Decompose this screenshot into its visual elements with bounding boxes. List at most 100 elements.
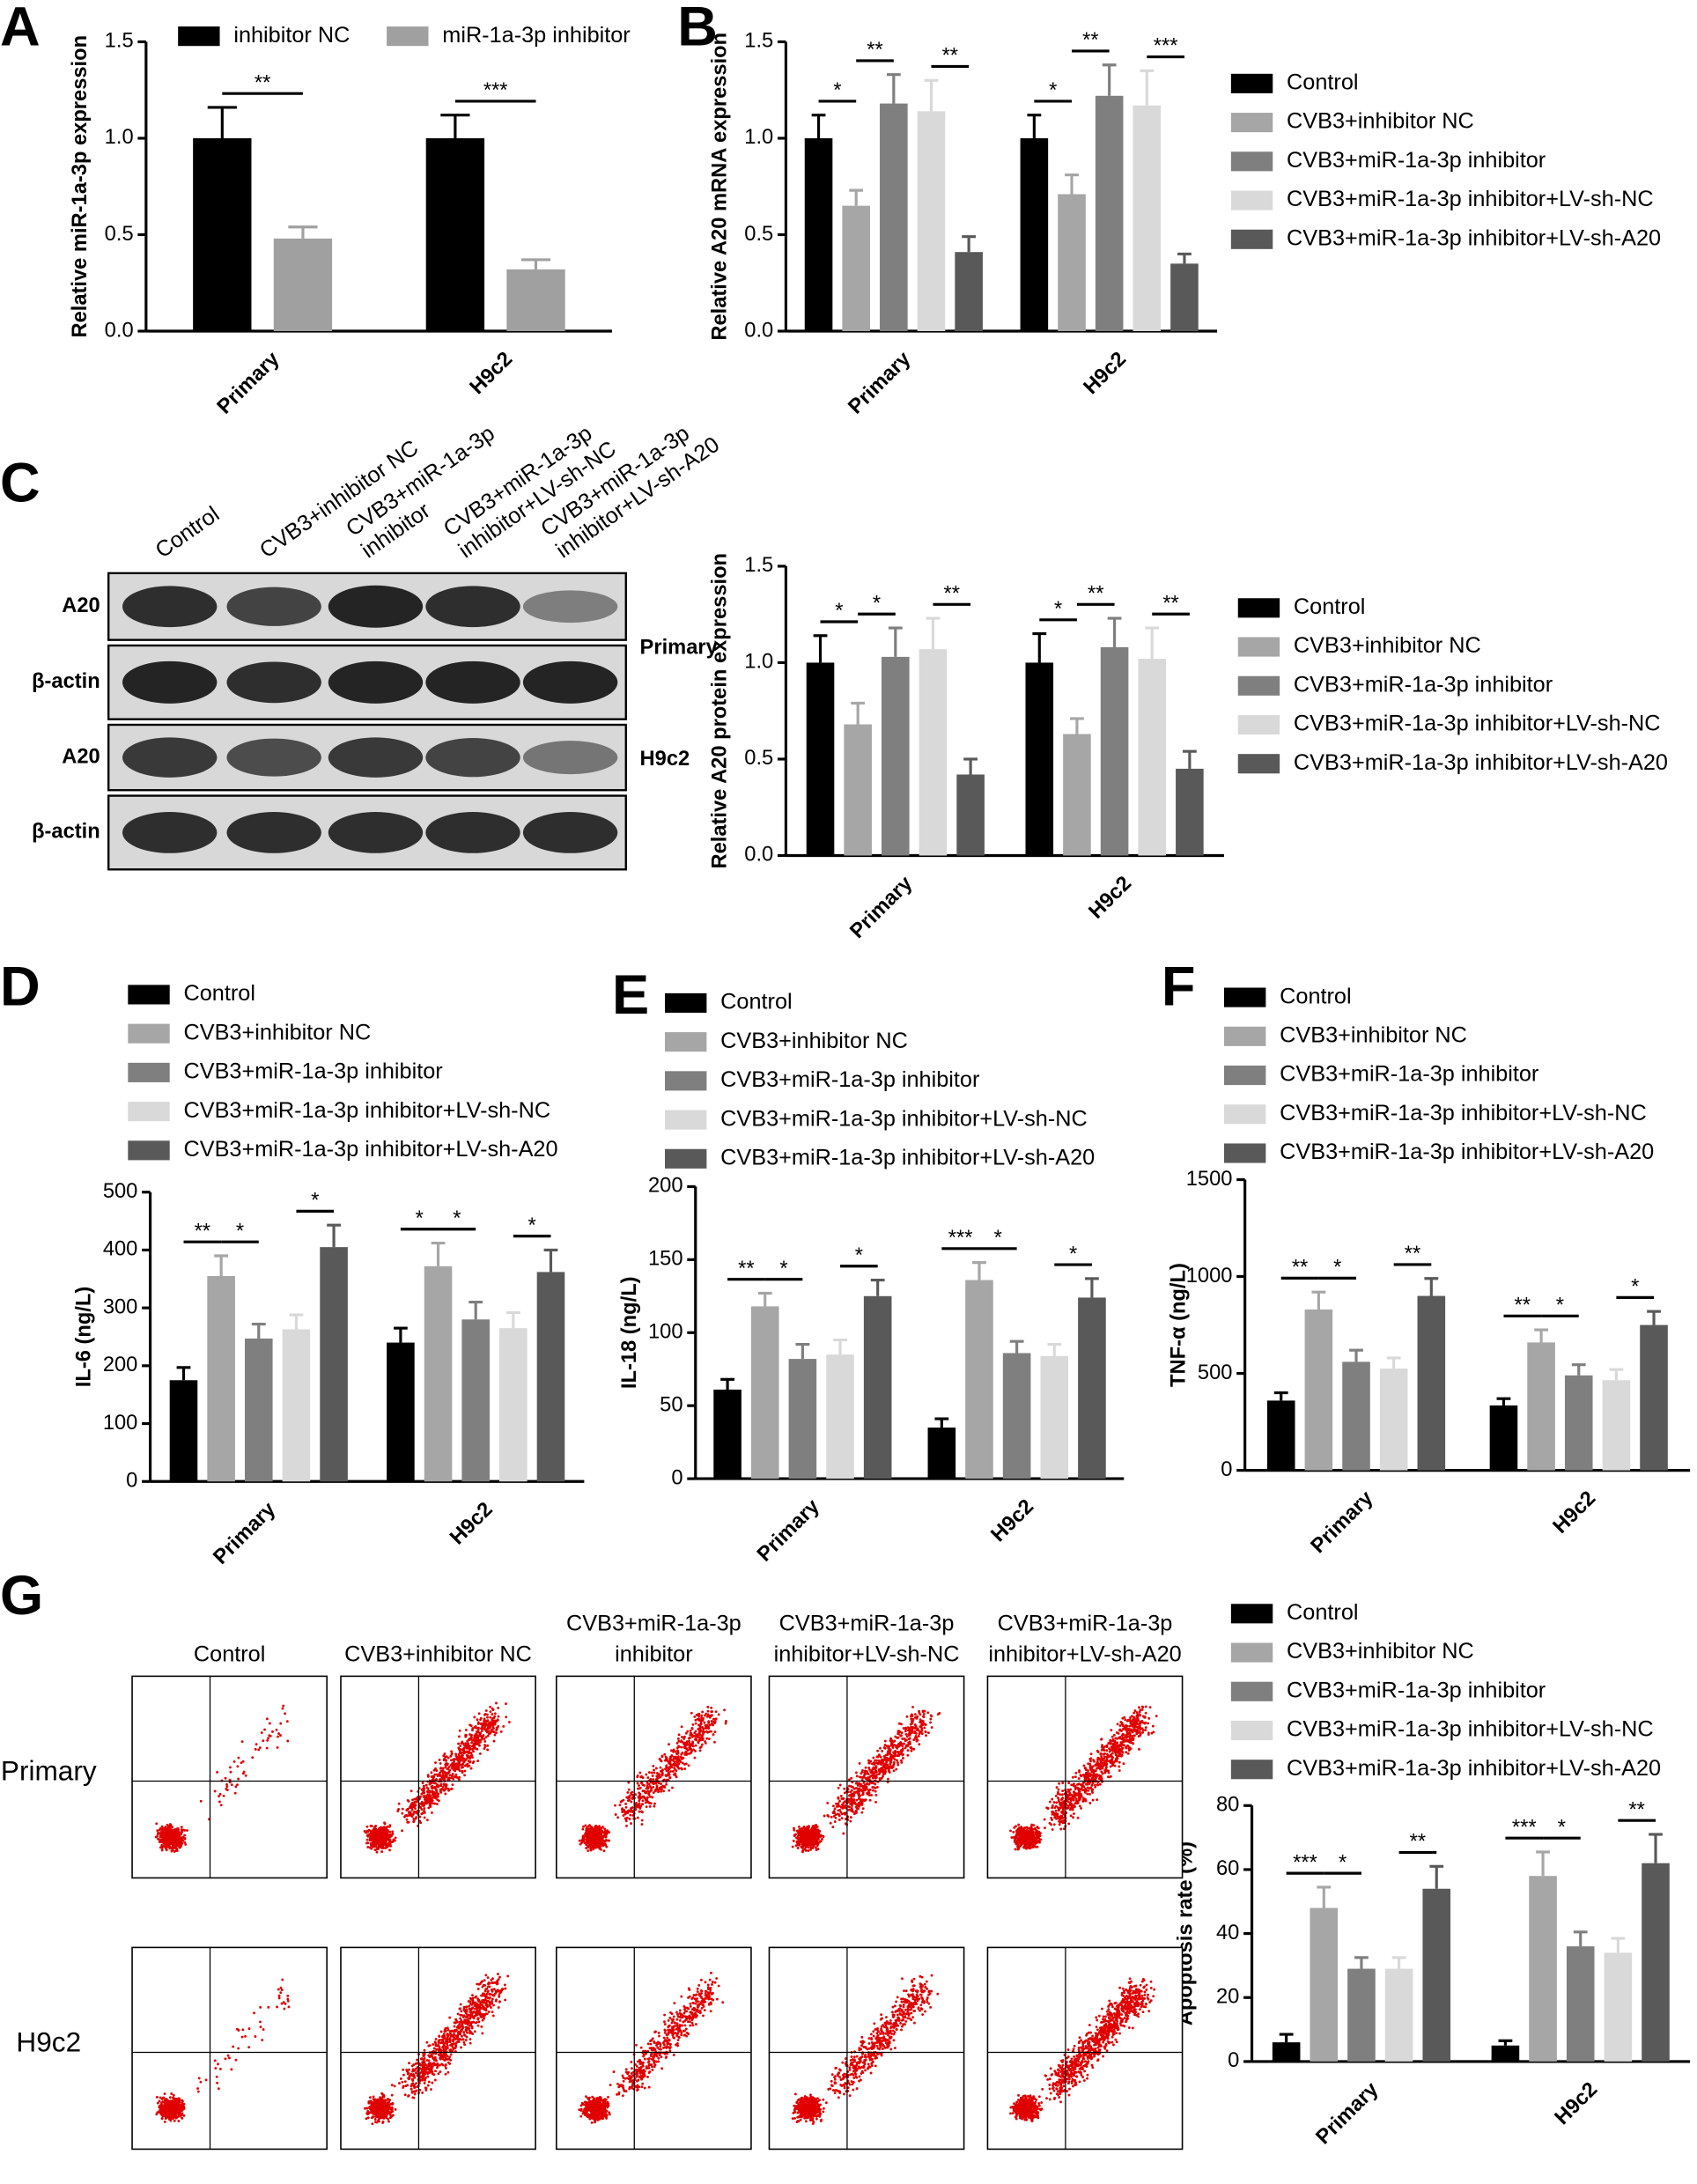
event-dot: [1032, 1842, 1035, 1845]
event-dot: [707, 1710, 710, 1713]
event-dot: [860, 1783, 862, 1786]
blot-band: [425, 812, 520, 853]
event-dot: [379, 1839, 381, 1841]
event-dot: [383, 1821, 386, 1824]
event-dot: [873, 1786, 875, 1789]
event-dot: [369, 1834, 372, 1837]
event-dot: [374, 1833, 377, 1835]
event-dot: [497, 1725, 499, 1728]
event-dot: [162, 1835, 165, 1838]
event-dot: [678, 1758, 681, 1760]
event-dot: [445, 1774, 447, 1776]
bar: [1492, 2046, 1520, 2062]
event-dot: [694, 1738, 697, 1741]
event-dot: [900, 1723, 903, 1725]
legend-swatch: [1224, 988, 1265, 1007]
event-dot: [817, 1841, 820, 1844]
event-dot: [169, 1823, 172, 1826]
column-label: CVB3+inhibitor NC: [344, 1642, 532, 1666]
event-dot: [160, 1840, 163, 1842]
event-dot: [793, 1827, 795, 1830]
event-dot: [911, 1719, 914, 1722]
legend-label: CVB3+miR-1a-3p inhibitor+LV-sh-A20: [1287, 225, 1661, 250]
event-dot: [625, 1797, 628, 1799]
event-dot: [476, 1738, 479, 1740]
event-dot: [856, 1791, 859, 1794]
event-dot: [925, 1723, 927, 1726]
legend-swatch: [1231, 230, 1273, 249]
y-tick-label: 50: [660, 1393, 682, 1416]
significance-label: **: [1162, 592, 1178, 615]
event-dot: [874, 1801, 877, 1804]
legend-label: miR-1a-3p inhibitor: [442, 23, 630, 48]
blot-row-label: β-actin: [32, 670, 100, 693]
event-dot: [807, 1840, 809, 1842]
event-dot: [425, 1801, 428, 1804]
bar: [1025, 662, 1053, 855]
event-dot: [1072, 1776, 1074, 1779]
event-dot: [266, 1747, 269, 1750]
event-dot: [437, 1796, 439, 1798]
event-dot: [412, 1820, 415, 1823]
event-dot: [815, 1847, 817, 1849]
event-dot: [434, 1787, 437, 1789]
significance-label: **: [1405, 1243, 1420, 1265]
y-tick-label: 100: [648, 1321, 683, 1344]
event-dot: [442, 1754, 445, 1757]
event-dot: [450, 1759, 453, 1761]
event-dot: [641, 1811, 644, 1813]
event-dot: [432, 1787, 434, 1789]
event-dot: [1138, 1748, 1140, 1751]
legend-swatch: [1231, 1642, 1273, 1662]
legend-swatch: [665, 1071, 706, 1090]
event-dot: [855, 1805, 858, 1808]
event-dot: [873, 1776, 875, 1779]
x-tick-label: Primary: [1312, 2077, 1383, 2149]
event-dot: [422, 1804, 424, 1807]
legend-swatch: [1224, 1027, 1265, 1046]
event-dot: [909, 1746, 911, 1749]
blot-band: [425, 661, 520, 704]
event-dot: [583, 1841, 586, 1844]
legend-swatch: [665, 1110, 706, 1130]
event-dot: [439, 1762, 442, 1765]
event-dot: [1079, 1804, 1081, 1807]
event-dot: [839, 1784, 842, 1787]
event-dot: [882, 1773, 885, 1775]
event-dot: [859, 1789, 861, 1791]
event-dot: [866, 1792, 868, 1795]
event-dot: [693, 1715, 696, 1718]
significance-label: **: [1410, 1831, 1426, 1854]
event-dot: [397, 1808, 400, 1811]
bar: [1021, 138, 1049, 331]
event-dot: [601, 1841, 603, 1844]
legend-label: Control: [720, 990, 792, 1015]
event-dot: [604, 1834, 607, 1837]
event-dot: [880, 1767, 882, 1769]
event-dot: [261, 1731, 263, 1734]
event-dot: [625, 1819, 628, 1822]
legend-label: CVB3+miR-1a-3p inhibitor: [1287, 148, 1546, 173]
event-dot: [643, 1796, 646, 1798]
event-dot: [915, 1735, 918, 1738]
blot-band: [328, 737, 423, 777]
event-dot: [911, 1706, 914, 1708]
event-dot: [879, 1769, 882, 1772]
event-dot: [899, 1741, 902, 1744]
event-dot: [405, 1814, 408, 1817]
event-dot: [481, 1723, 483, 1726]
event-dot: [371, 1825, 373, 1827]
event-dot: [424, 1798, 426, 1801]
event-dot: [638, 1793, 641, 1796]
event-dot: [709, 1723, 712, 1726]
legend-swatch: [128, 985, 169, 1004]
event-dot: [388, 1826, 391, 1828]
event-dot: [911, 1723, 913, 1725]
event-dot: [495, 1720, 498, 1723]
bar: [1078, 1297, 1106, 1479]
bar: [170, 1380, 198, 1481]
event-dot: [606, 1832, 609, 1834]
bar: [1603, 1380, 1631, 1470]
x-tick-label: Primary: [753, 1494, 824, 1566]
